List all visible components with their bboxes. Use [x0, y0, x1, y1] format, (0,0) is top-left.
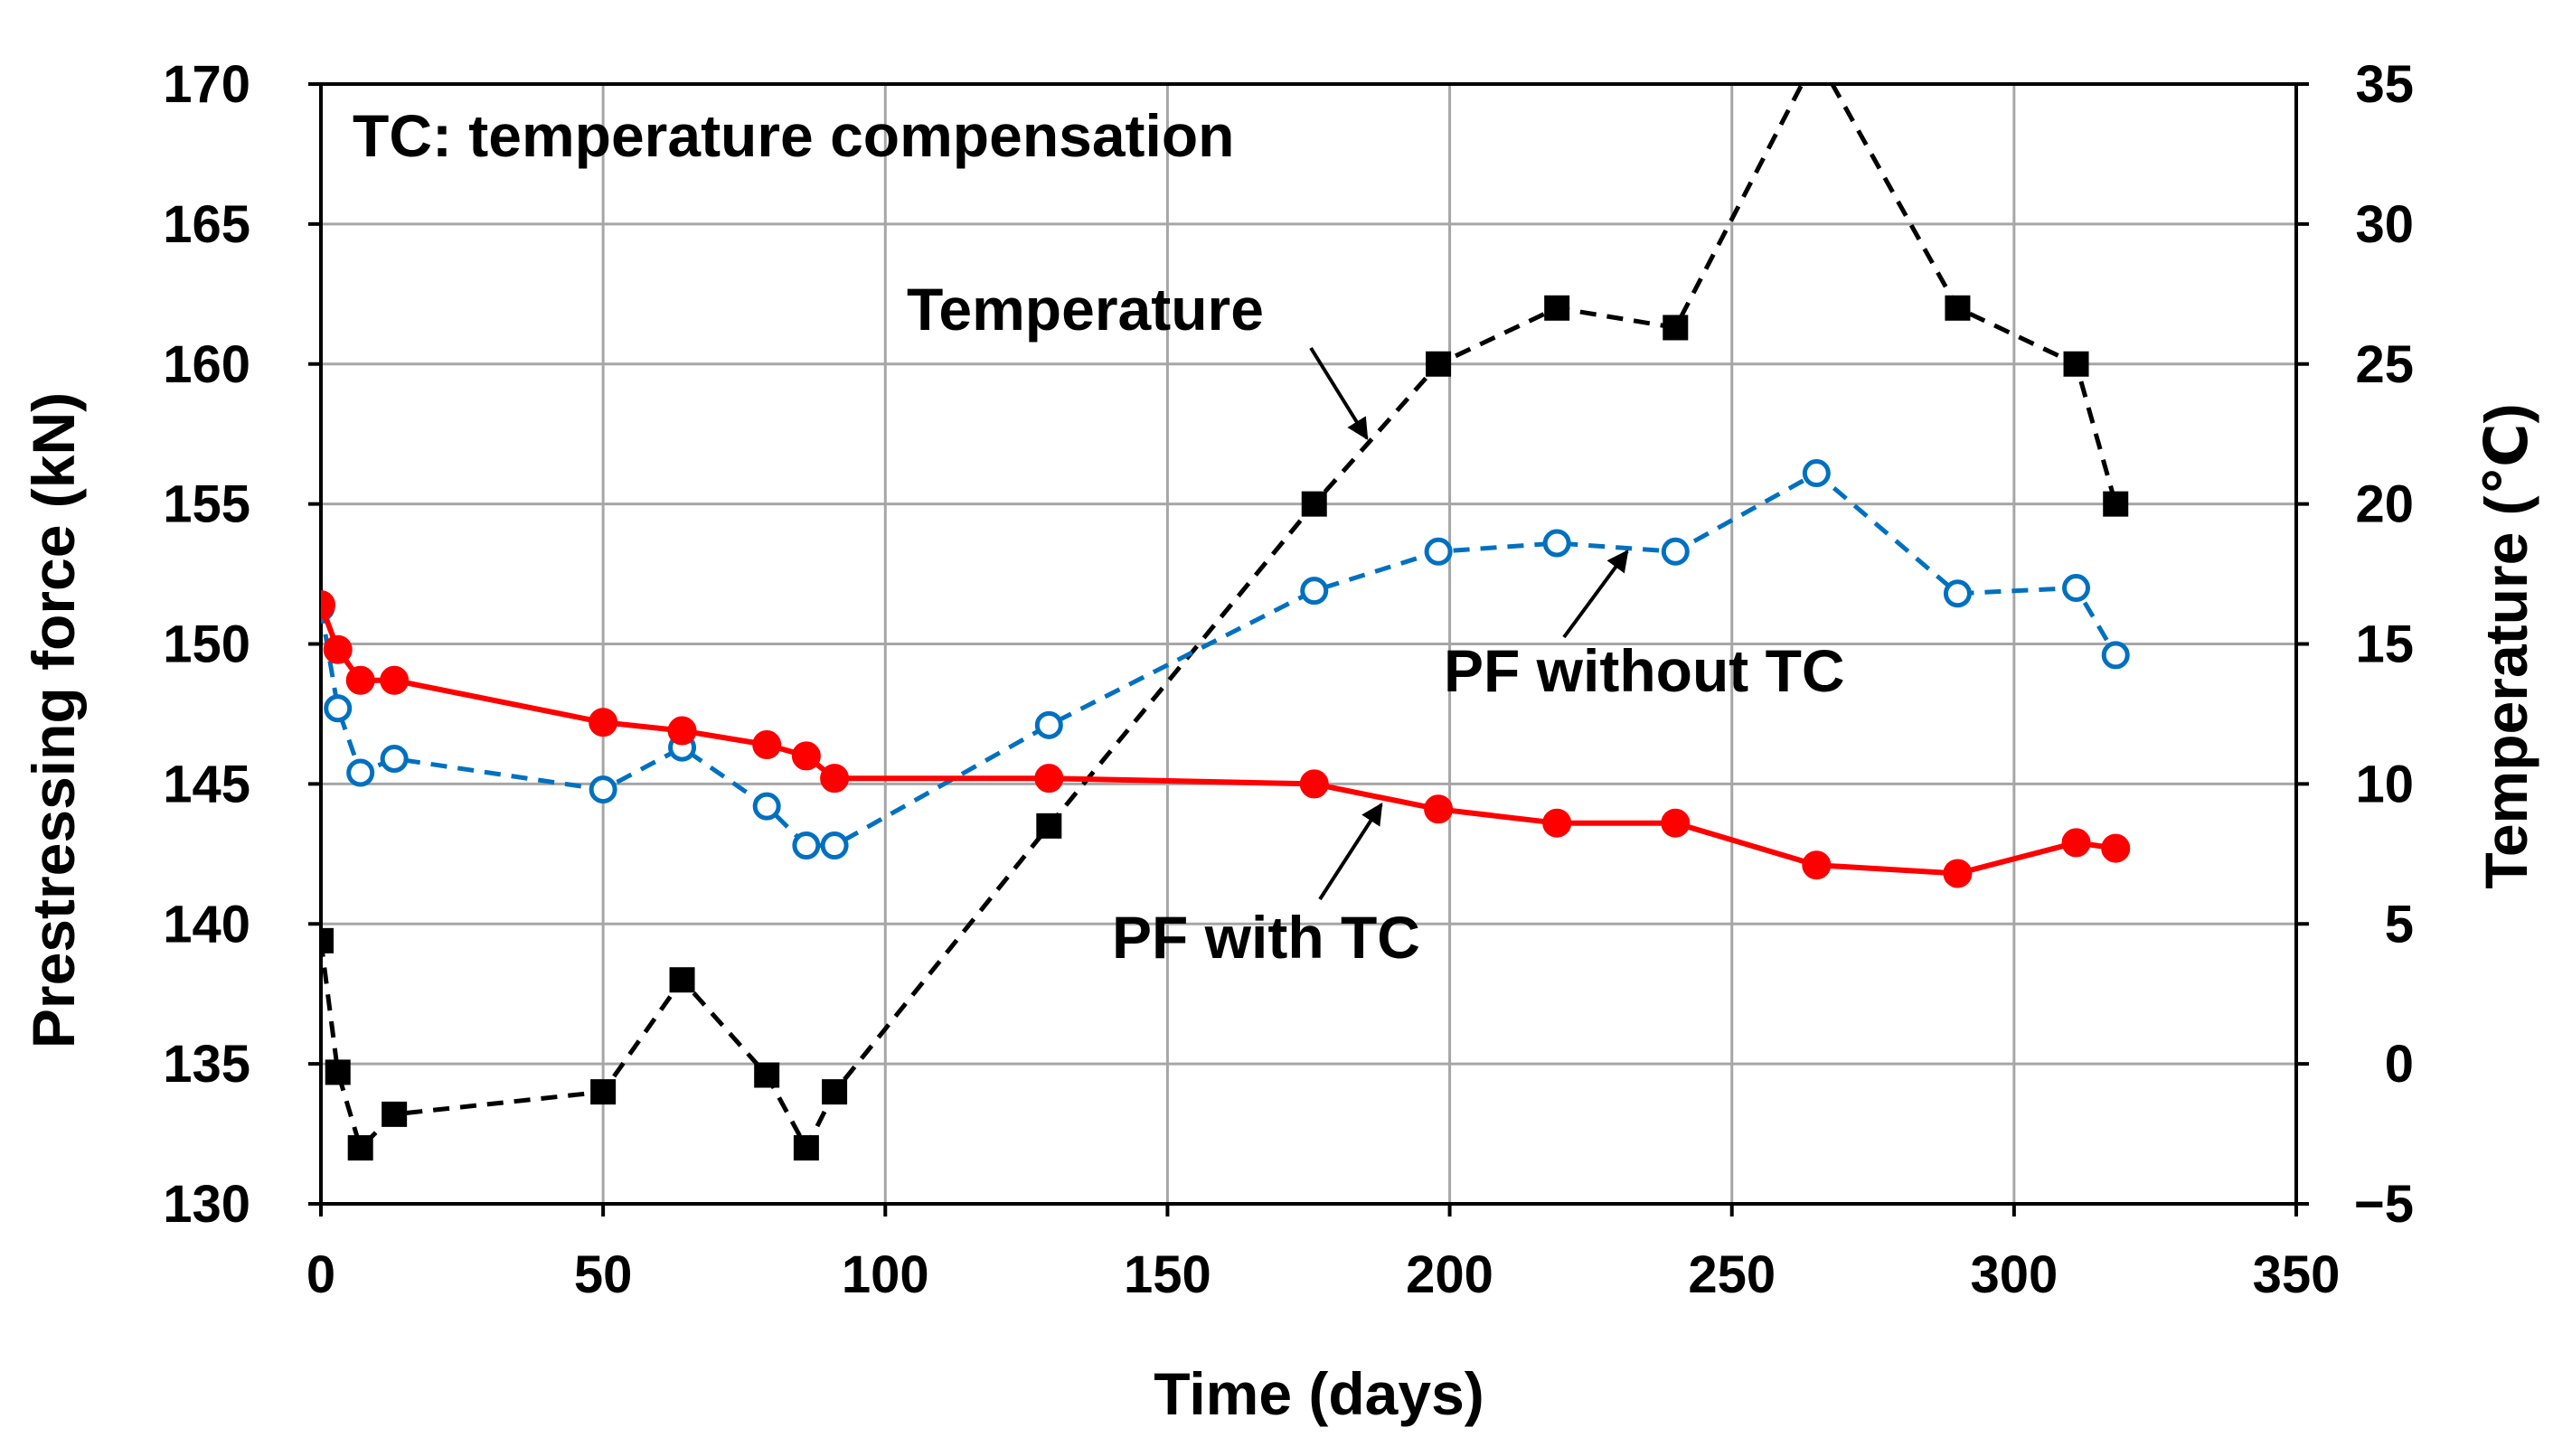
series-pf_without_tc: [321, 459, 2130, 860]
data-point: [1426, 351, 1452, 377]
data-point: [347, 1135, 373, 1161]
data-point: [822, 1079, 848, 1105]
data-point: [1804, 43, 1829, 69]
right-tick-label: 10: [2355, 755, 2414, 813]
data-point: [1424, 537, 1453, 566]
x-tick-label: 100: [842, 1245, 929, 1304]
right-tick-label: 15: [2355, 615, 2414, 674]
left-tick-label: 155: [163, 475, 250, 534]
data-point: [345, 665, 375, 695]
data-point: [382, 1101, 408, 1127]
right-tick-label: 20: [2355, 475, 2414, 534]
right-tick-label: 35: [2355, 55, 2414, 114]
data-point: [752, 730, 782, 760]
data-point: [1036, 813, 1062, 839]
data-point: [820, 831, 849, 860]
data-point: [754, 1062, 780, 1088]
data-point: [380, 744, 409, 773]
annotation-arrows: [1309, 346, 1629, 901]
data-point: [1943, 579, 1972, 608]
data-point: [380, 665, 410, 695]
x-tick-label: 0: [306, 1245, 335, 1304]
right-axis-title: Temperature (℃): [2473, 403, 2539, 888]
temperature-arrow: [1309, 346, 1369, 441]
left-tick-label: 145: [163, 755, 250, 813]
data-point: [791, 741, 821, 771]
data-point: [2063, 351, 2089, 377]
left-tick-label: 130: [163, 1175, 250, 1234]
series-pf_with_tc: [321, 590, 2131, 888]
data-point: [1802, 459, 1831, 488]
right-tick-label: 0: [2385, 1035, 2414, 1094]
left-tick-label: 140: [163, 895, 250, 953]
data-point: [1802, 850, 1832, 880]
data-point: [1663, 315, 1689, 341]
right-tick-label: −5: [2354, 1175, 2414, 1234]
data-point: [590, 1079, 617, 1105]
data-point: [589, 708, 618, 737]
x-axis-title: Time (days): [1154, 1360, 1484, 1427]
x-tick-label: 250: [1688, 1245, 1776, 1304]
data-point: [323, 634, 353, 664]
data-point: [2103, 491, 2129, 517]
left-tick-label: 135: [163, 1035, 250, 1094]
data-point: [1945, 295, 1971, 321]
data-point: [820, 764, 850, 794]
data-point: [324, 694, 353, 723]
data-point: [1034, 764, 1064, 794]
pf-without-tc-arrow: [1562, 550, 1629, 639]
data-point: [1544, 295, 1570, 321]
temperature-label: Temperature: [907, 276, 1264, 343]
right-tick-label: 30: [2355, 195, 2414, 254]
x-axis-ticks: 0 50 100 150 200 250 300 350: [306, 1204, 2341, 1304]
data-point: [667, 716, 697, 746]
data-point: [1299, 769, 1329, 799]
data-point: [2061, 828, 2091, 858]
pf-with-tc-arrow: [1318, 802, 1383, 901]
x-tick-label: 150: [1124, 1245, 1211, 1304]
right-tick-label: 25: [2355, 335, 2414, 394]
data-point: [1300, 577, 1329, 606]
data-point: [793, 1135, 819, 1161]
pf-with-tc-label: PF with TC: [1112, 904, 1420, 971]
grid: [319, 82, 2298, 1206]
data-point: [321, 590, 335, 620]
data-point: [2101, 833, 2131, 863]
right-axis-ticks: −5 0 5 10 15 20 25 30 35: [2296, 55, 2414, 1234]
data-point: [1943, 859, 1973, 888]
data-point: [1661, 537, 1690, 566]
left-tick-label: 165: [163, 195, 250, 254]
pf-without-tc-label: PF without TC: [1444, 637, 1845, 704]
series-temperature: [321, 43, 2129, 1161]
left-tick-label: 160: [163, 335, 250, 394]
x-tick-label: 300: [1970, 1245, 2058, 1304]
data-point: [1424, 794, 1454, 824]
left-tick-label: 170: [163, 55, 250, 114]
x-tick-label: 350: [2253, 1245, 2341, 1304]
series-line-temperature: [321, 84, 2118, 1151]
left-tick-label: 150: [163, 615, 250, 674]
data-point: [1661, 808, 1691, 838]
x-tick-label: 50: [574, 1245, 633, 1304]
left-axis-title: Prestressing force (kN): [20, 392, 87, 1048]
data-point: [2101, 641, 2130, 670]
x-tick-label: 200: [1406, 1245, 1493, 1304]
data-point: [2062, 574, 2091, 603]
data-point: [325, 1059, 351, 1085]
left-axis-ticks: 130 135 140 145 150 155 160 165 170: [163, 55, 321, 1234]
series-layer: [321, 43, 2131, 1161]
data-point: [1301, 491, 1327, 517]
data-point: [1542, 808, 1572, 838]
data-point: [792, 831, 821, 860]
data-point: [321, 927, 334, 953]
data-point: [346, 758, 375, 787]
data-point: [1542, 529, 1571, 558]
note-label: TC: temperature compensation: [353, 102, 1235, 169]
right-tick-label: 5: [2385, 895, 2414, 953]
data-point: [669, 967, 695, 993]
data-point: [1034, 710, 1063, 739]
data-point: [752, 792, 781, 821]
data-point: [589, 775, 617, 804]
